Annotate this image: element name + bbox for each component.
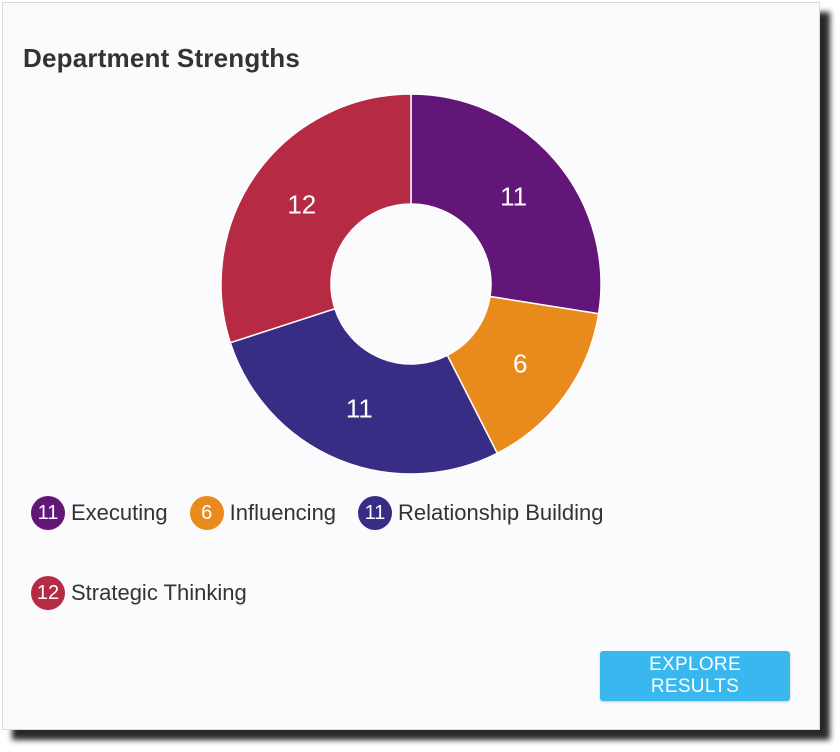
legend-label: Relationship Building xyxy=(398,500,604,525)
explore-results-button[interactable]: EXPLORE RESULTS xyxy=(600,651,790,701)
legend-label: Executing xyxy=(71,500,168,525)
slice-value-executing: 11 xyxy=(500,181,527,211)
legend-count-badge: 11 xyxy=(358,496,393,530)
legend-label: Strategic Thinking xyxy=(71,580,247,605)
donut-chart: 11 6 11 12 xyxy=(220,93,602,475)
legend-label: Influencing xyxy=(229,500,337,525)
card-title: Department Strengths xyxy=(23,43,301,73)
slice-influencing[interactable] xyxy=(446,295,600,455)
legend-item-executing[interactable]: 11 Executing xyxy=(31,495,168,531)
legend-item-strategic-thinking[interactable]: 12 Strategic Thinking xyxy=(31,575,247,611)
slice-value-influencing: 6 xyxy=(513,348,527,378)
slice-strategic-thinking[interactable] xyxy=(220,93,412,344)
legend-item-relationship-building[interactable]: 11 Relationship Building xyxy=(358,495,604,531)
legend-count-badge: 12 xyxy=(31,576,65,610)
chart-legend: 11 Executing 6 Influencing 11 Relationship Bu… xyxy=(31,495,731,611)
legend-count-badge: 11 xyxy=(31,496,65,530)
chart-card: Department Strengths 11 6 11 12 11 Executing… xyxy=(2,2,820,730)
slice-relationship-building[interactable] xyxy=(229,307,499,475)
legend-count-badge: 6 xyxy=(189,496,224,530)
slice-value-relationship-building: 11 xyxy=(346,394,373,424)
slice-value-strategic-thinking: 12 xyxy=(287,190,316,220)
legend-item-influencing[interactable]: 6 Influencing xyxy=(189,495,337,531)
slice-executing[interactable] xyxy=(410,93,602,315)
